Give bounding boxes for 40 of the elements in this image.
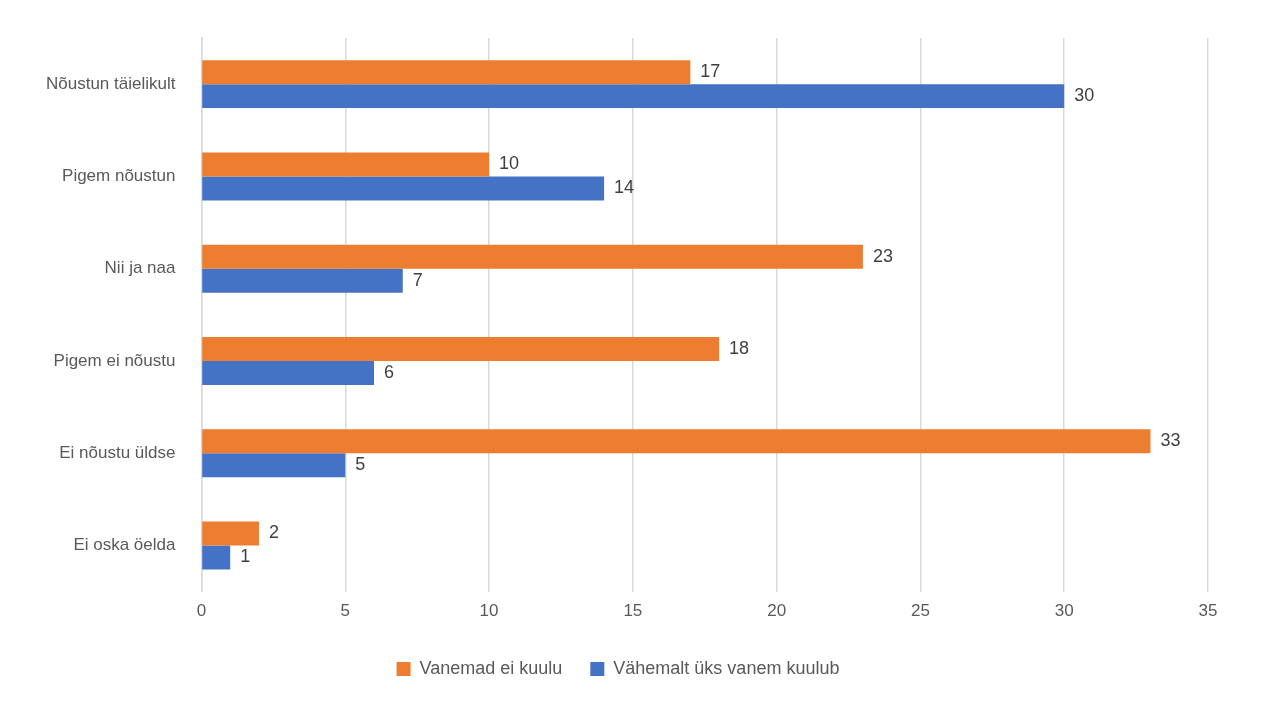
data-label: 23 bbox=[872, 245, 893, 266]
data-label: 18 bbox=[729, 337, 750, 358]
y-tick-label: Ei oska öelda bbox=[73, 535, 176, 555]
x-tick-label: 5 bbox=[340, 601, 350, 621]
bar bbox=[202, 244, 863, 269]
legend-label: Vanemad ei kuulu bbox=[419, 657, 563, 678]
y-tick-label: Nii ja naa bbox=[104, 258, 176, 278]
y-tick-label: Ei nõustu üldse bbox=[59, 442, 176, 462]
x-tick-label: 0 bbox=[196, 601, 207, 621]
bar bbox=[202, 60, 691, 85]
y-tick-label: Nõustun täielikult bbox=[45, 73, 176, 93]
y-tick-label: Pigem ei nõustu bbox=[53, 350, 176, 370]
y-tick-label: Pigem nõustun bbox=[62, 166, 176, 186]
bar bbox=[202, 152, 490, 177]
bar bbox=[202, 336, 720, 361]
data-label: 2 bbox=[268, 522, 279, 543]
bar bbox=[202, 176, 605, 201]
data-label: 33 bbox=[1160, 430, 1181, 451]
bar bbox=[202, 521, 259, 546]
x-tick-label: 35 bbox=[1198, 601, 1218, 621]
bar bbox=[202, 429, 1151, 454]
x-tick-label: 20 bbox=[767, 601, 787, 621]
bar bbox=[202, 84, 1065, 109]
data-label: 1 bbox=[240, 546, 251, 567]
x-tick-label: 30 bbox=[1054, 601, 1074, 621]
data-label: 6 bbox=[384, 361, 395, 382]
bar bbox=[202, 545, 231, 570]
bar bbox=[202, 360, 375, 385]
x-tick-label: 15 bbox=[623, 601, 643, 621]
data-label: 30 bbox=[1074, 85, 1095, 106]
bar bbox=[202, 268, 403, 293]
data-label: 14 bbox=[614, 177, 635, 198]
legend-label: Vähemalt üks vanem kuulub bbox=[613, 657, 840, 678]
bar bbox=[202, 453, 346, 478]
data-label: 10 bbox=[499, 153, 520, 174]
data-label: 5 bbox=[355, 454, 366, 475]
x-tick-label: 25 bbox=[910, 601, 930, 621]
x-tick-label: 10 bbox=[479, 601, 499, 621]
data-label: 17 bbox=[700, 61, 721, 82]
data-label: 7 bbox=[412, 269, 423, 290]
